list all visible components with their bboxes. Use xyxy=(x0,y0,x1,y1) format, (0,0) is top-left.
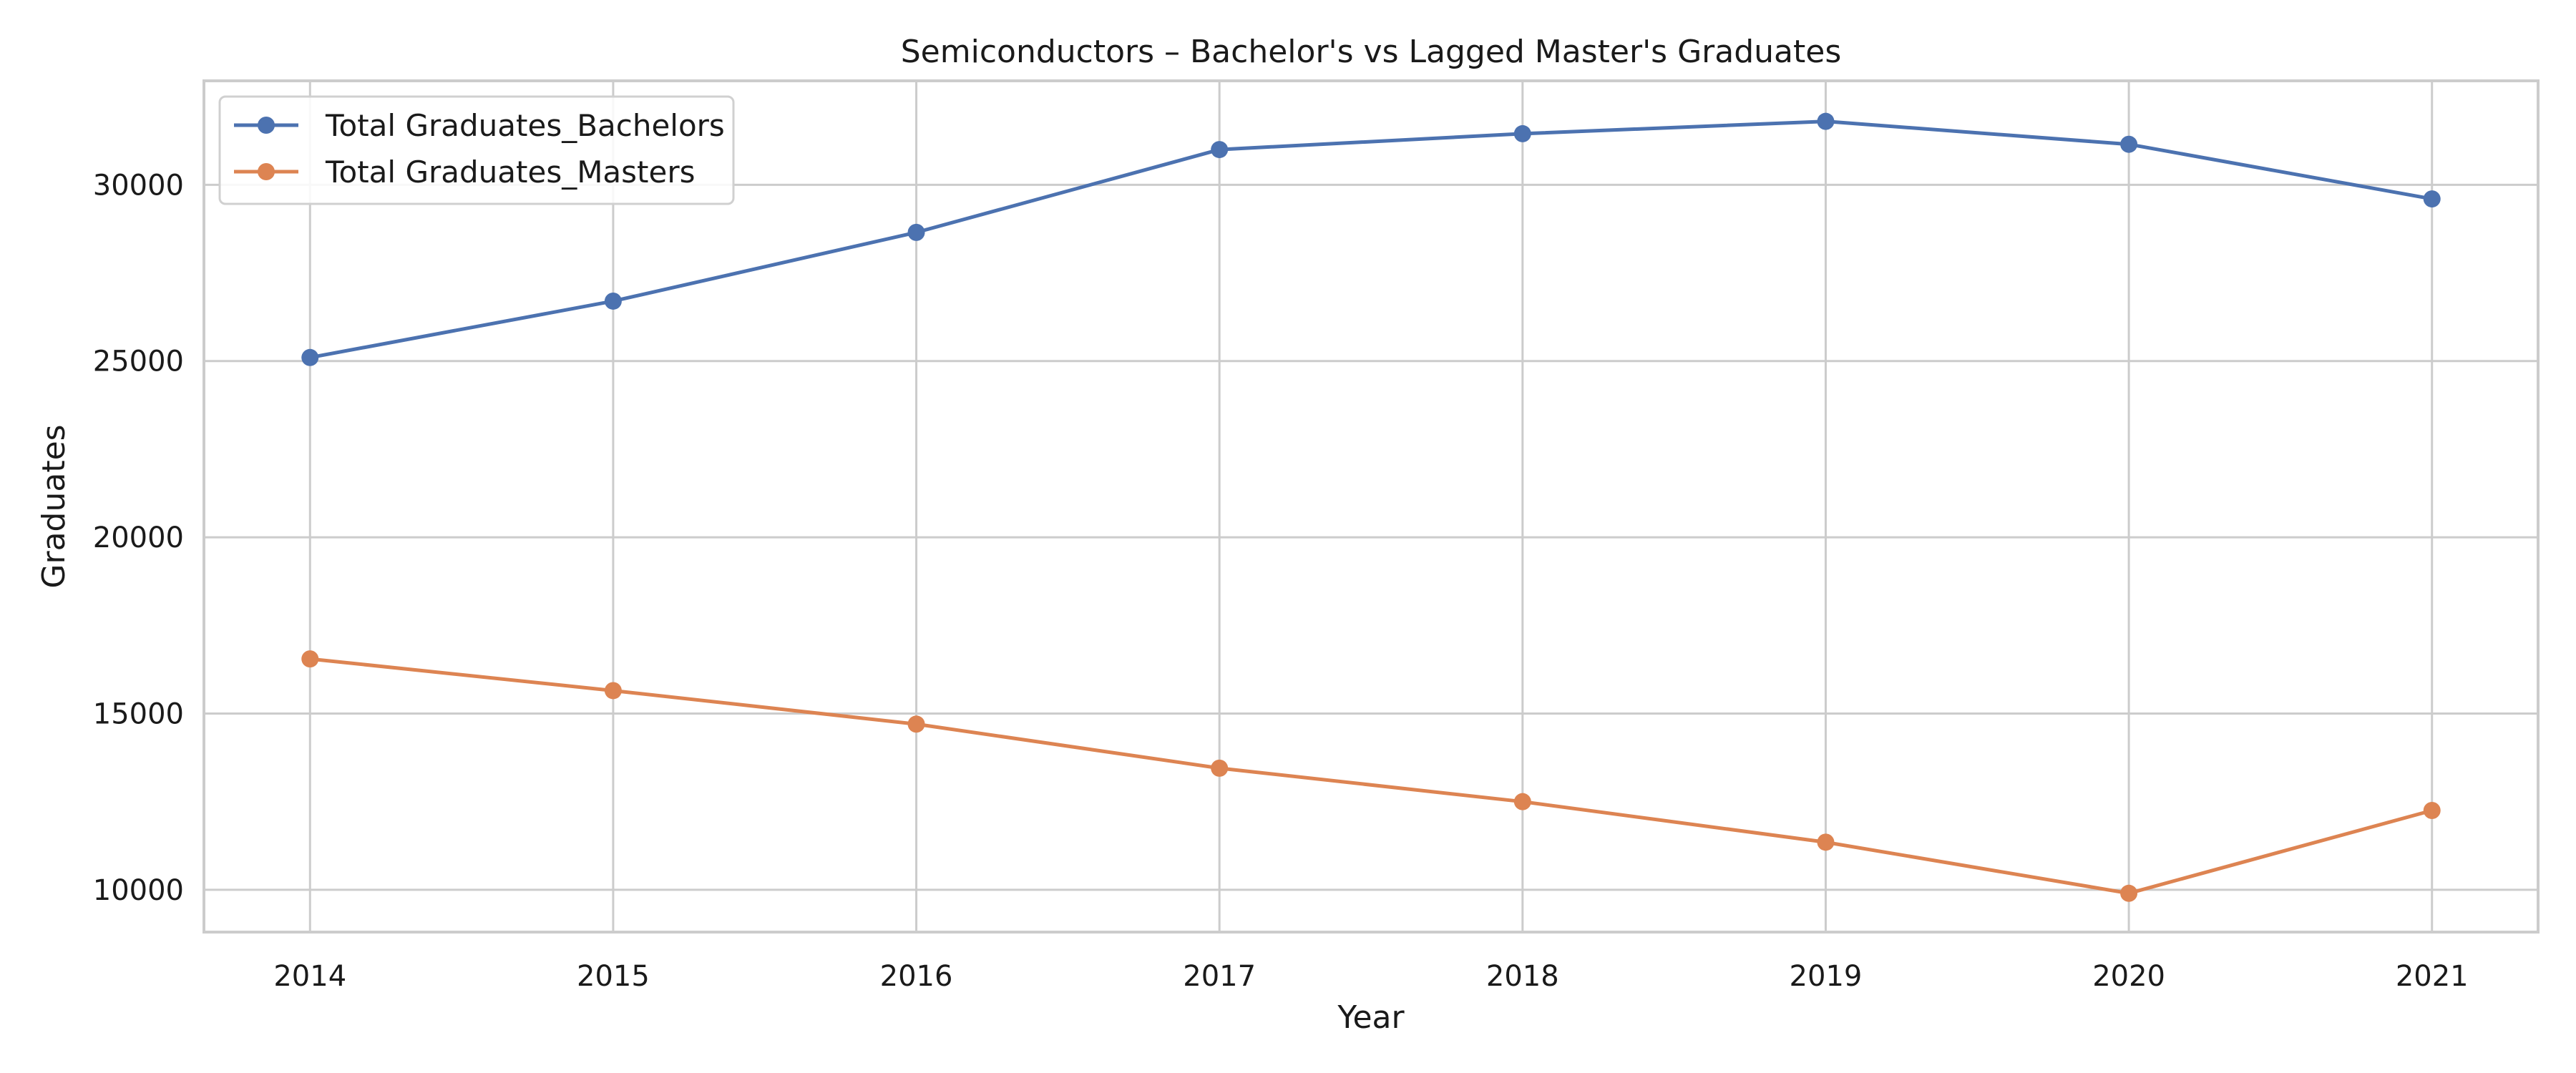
y-tick-label: 15000 xyxy=(93,697,184,730)
x-tick-label: 2020 xyxy=(2092,960,2165,993)
data-point-bachelors xyxy=(604,292,622,310)
legend-box xyxy=(218,95,735,205)
data-point-masters xyxy=(1513,793,1531,810)
x-tick-label: 2017 xyxy=(1183,960,1256,993)
series-layer xyxy=(301,112,2441,902)
series-line-masters xyxy=(310,657,2433,896)
data-point-masters xyxy=(907,715,925,733)
chart-title: Semiconductors – Bachelor's vs Lagged Ma… xyxy=(901,34,1842,70)
x-tick-label: 2021 xyxy=(2396,960,2469,993)
y-tick-label: 30000 xyxy=(93,169,184,202)
data-point-masters xyxy=(604,682,622,700)
legend-label-masters: Total Graduates_Masters xyxy=(325,155,696,190)
data-point-bachelors xyxy=(1513,124,1531,142)
tick-layer: 2014 2015 2016 2017 2018 2019 2020 2021 10000 150… xyxy=(93,169,2469,993)
x-tick-label: 2018 xyxy=(1486,960,1559,993)
data-point-bachelors xyxy=(1817,112,1835,130)
data-point-masters xyxy=(1817,833,1835,851)
y-tick-label: 25000 xyxy=(93,346,184,378)
data-point-masters xyxy=(1211,759,1229,777)
data-point-bachelors xyxy=(1211,141,1229,159)
x-axis-label: Year xyxy=(1337,999,1405,1036)
x-tick-label: 2016 xyxy=(880,960,953,993)
legend-marker-masters xyxy=(258,163,275,180)
data-point-masters xyxy=(2120,884,2138,902)
plot-frame xyxy=(203,79,2540,934)
grid-layer xyxy=(204,81,2538,932)
data-point-masters xyxy=(301,650,319,668)
y-tick-label: 20000 xyxy=(93,521,184,554)
legend-label-bachelors: Total Graduates_Bachelors xyxy=(325,108,725,143)
data-point-masters xyxy=(2423,802,2441,819)
data-point-bachelors xyxy=(301,348,319,366)
data-point-bachelors xyxy=(2423,190,2441,208)
series-line-bachelors xyxy=(309,119,2433,360)
x-tick-label: 2019 xyxy=(1790,960,1863,993)
legend: Total Graduates_Bachelors Total Graduate… xyxy=(218,95,735,205)
y-axis-label: Graduates xyxy=(36,424,72,588)
x-tick-label: 2014 xyxy=(273,960,346,993)
y-tick-label: 10000 xyxy=(93,874,184,907)
x-tick-label: 2015 xyxy=(577,960,650,993)
data-point-bachelors xyxy=(907,223,925,241)
legend-marker-bachelors xyxy=(258,117,275,134)
data-point-bachelors xyxy=(2120,135,2138,153)
